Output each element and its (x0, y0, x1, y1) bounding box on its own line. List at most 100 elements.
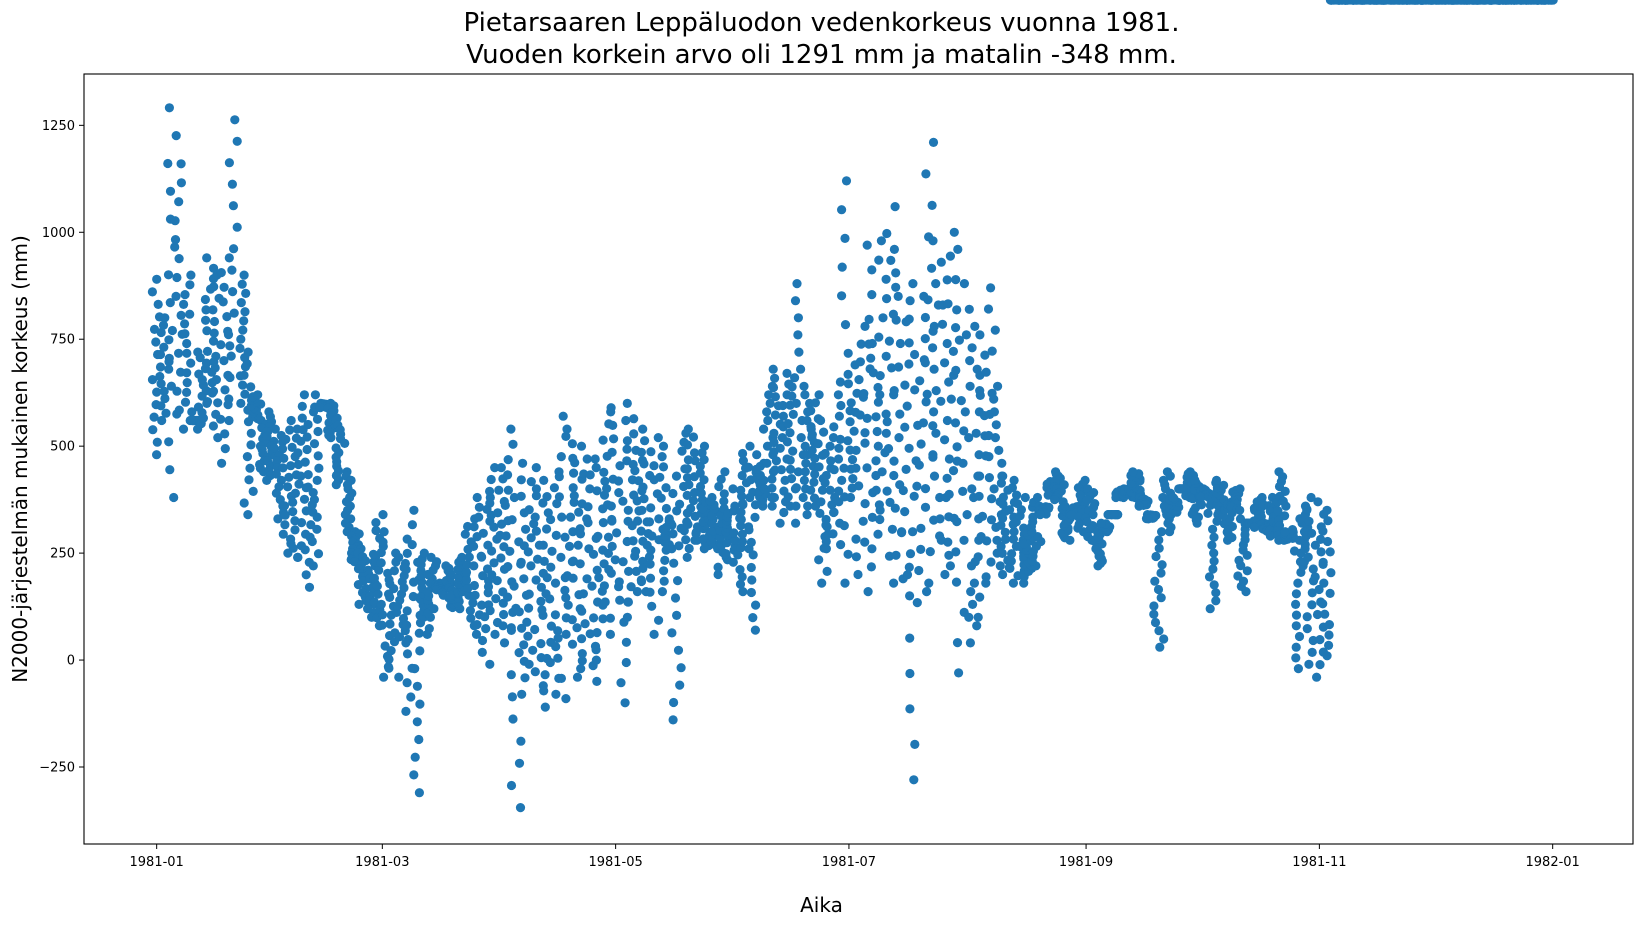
data-point (737, 529, 748, 539)
data-point (531, 575, 541, 585)
data-point (787, 391, 797, 401)
data-point (875, 505, 885, 515)
data-point (225, 372, 235, 383)
data-point (426, 552, 436, 563)
data-point (889, 244, 900, 254)
data-point (682, 464, 692, 474)
data-point (152, 387, 162, 397)
data-point (942, 275, 952, 285)
data-point (1306, 492, 1316, 503)
data-point (810, 398, 821, 408)
data-point (684, 480, 694, 490)
data-point (523, 631, 533, 641)
data-point (506, 670, 516, 680)
data-point (931, 279, 941, 289)
data-point (472, 492, 482, 503)
data-point (232, 222, 242, 232)
data-point (951, 365, 961, 375)
data-point (746, 537, 756, 548)
data-point (661, 483, 671, 493)
data-point (246, 382, 256, 392)
data-point (973, 471, 983, 481)
data-point (225, 341, 235, 351)
data-point (895, 338, 906, 349)
data-point (174, 197, 184, 207)
data-point (553, 653, 563, 663)
data-point (989, 394, 999, 404)
data-point (909, 775, 919, 785)
data-point (900, 422, 910, 432)
data-point (371, 525, 381, 536)
data-point (736, 507, 746, 517)
data-point (767, 483, 777, 493)
data-point (558, 411, 568, 421)
data-point (592, 676, 602, 687)
data-point (968, 599, 978, 610)
data-point (253, 390, 263, 400)
data-point (1134, 501, 1144, 511)
data-point (526, 477, 536, 487)
data-point (1324, 640, 1334, 651)
data-point (860, 499, 870, 509)
data-point (928, 450, 938, 460)
data-point (848, 474, 858, 484)
data-point (960, 407, 970, 417)
data-point (621, 657, 631, 668)
data-point (607, 541, 617, 552)
data-point (971, 428, 981, 438)
data-point (922, 587, 932, 597)
data-point (526, 561, 536, 571)
data-point (958, 486, 968, 496)
data-point (486, 474, 496, 485)
data-point (610, 555, 620, 565)
data-point (407, 540, 417, 550)
data-point (958, 458, 968, 468)
data-point (592, 486, 602, 496)
data-point (517, 689, 527, 699)
data-point (622, 398, 632, 408)
data-point (908, 527, 918, 537)
data-point (567, 557, 578, 567)
data-point (806, 485, 816, 495)
data-point (927, 263, 937, 273)
data-point (285, 425, 295, 435)
data-point (193, 347, 203, 357)
data-point (975, 330, 985, 340)
data-point (942, 473, 952, 483)
data-point (376, 547, 386, 558)
data-point (1307, 528, 1317, 538)
data-point (1307, 588, 1317, 598)
data-point (557, 512, 567, 522)
data-point (574, 507, 584, 517)
data-point (546, 621, 557, 631)
data-point (379, 672, 389, 682)
data-point (164, 335, 174, 345)
data-point (152, 274, 162, 284)
data-point (841, 176, 852, 186)
data-point (572, 672, 583, 682)
x-tick-label: 1981-03 (355, 855, 409, 870)
data-point (606, 501, 616, 511)
data-point (551, 642, 561, 652)
data-point (300, 545, 310, 555)
data-point (636, 447, 647, 457)
data-point (569, 491, 579, 501)
data-point (1234, 555, 1244, 566)
data-point (178, 424, 189, 434)
data-point (715, 533, 725, 543)
data-point (839, 521, 849, 531)
data-point (898, 485, 908, 496)
data-point (881, 274, 891, 284)
data-point (882, 486, 892, 496)
data-point (994, 445, 1004, 455)
data-point (301, 570, 311, 580)
data-point (499, 609, 509, 620)
data-point (1006, 556, 1016, 566)
data-point (526, 533, 536, 543)
data-point (720, 467, 730, 477)
data-point (891, 268, 901, 278)
data-point (972, 621, 982, 631)
data-point (415, 646, 425, 656)
data-point (147, 287, 157, 297)
data-point (834, 443, 844, 453)
